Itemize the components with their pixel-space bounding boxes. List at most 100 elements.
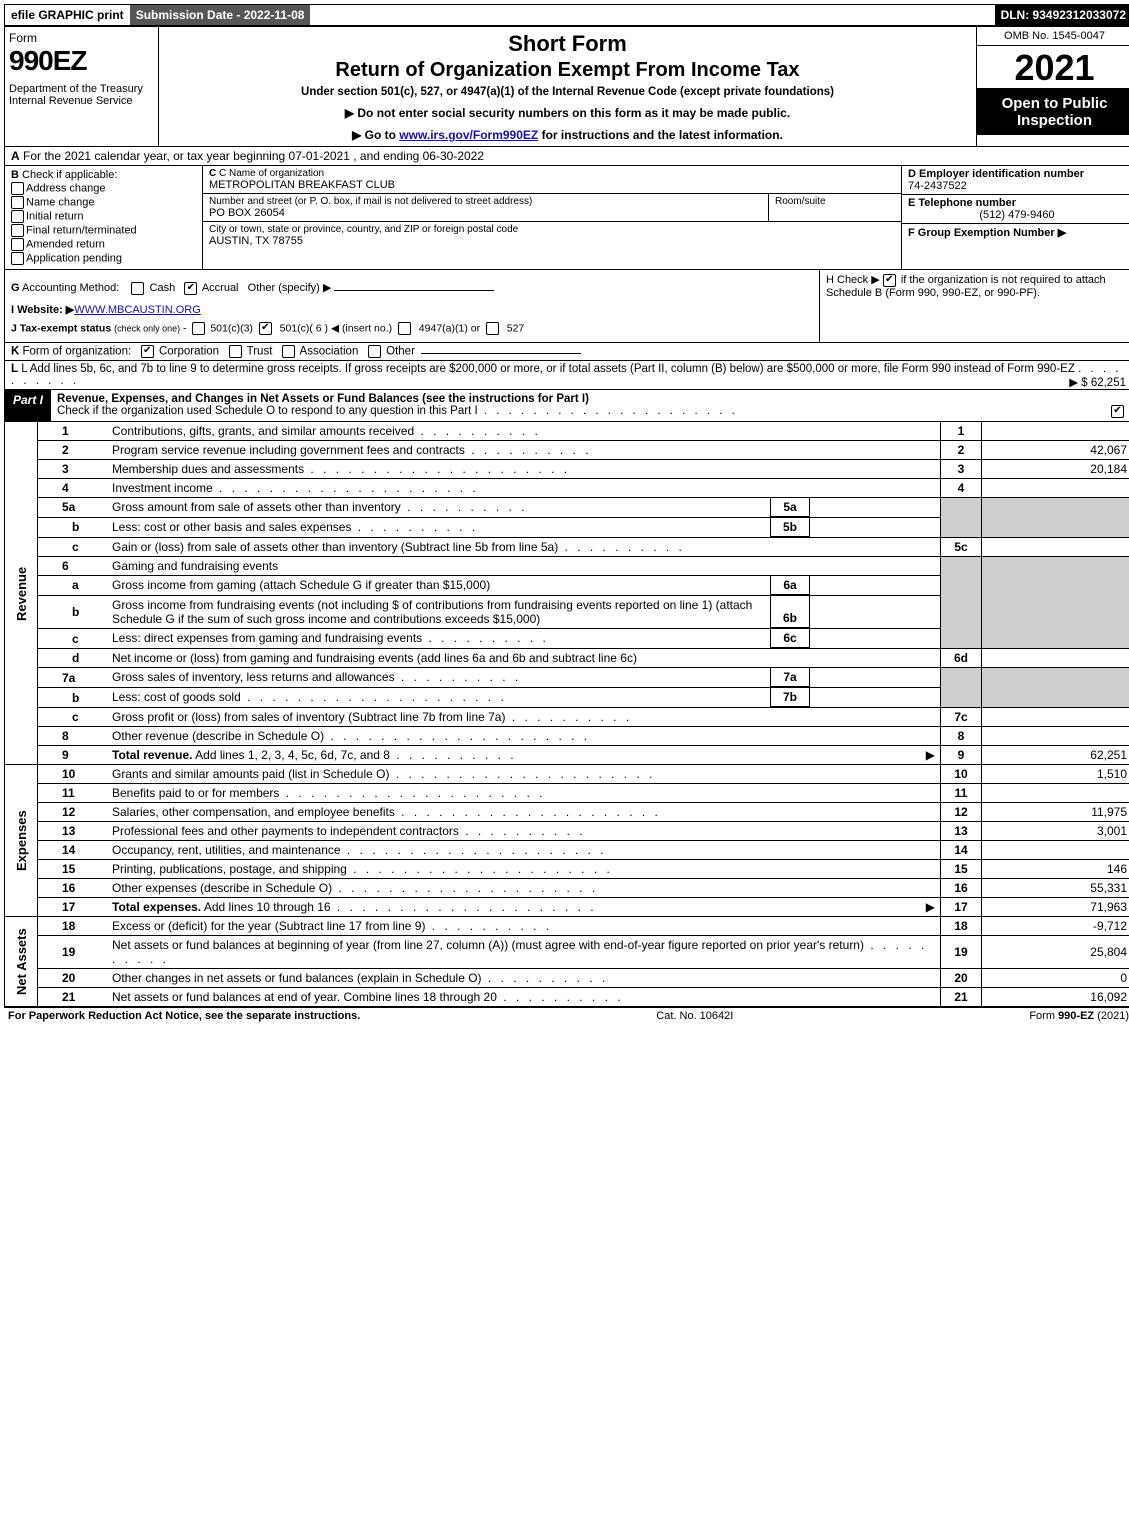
line-15-ref: 15 [941,860,982,879]
line-6c-num: c [38,629,108,649]
section-h: H Check ▶ ✔ if the organization is not r… [819,270,1129,342]
line-1-amt [982,422,1129,441]
line-18-desc: Excess or (deficit) for the year (Subtra… [112,919,425,933]
h-checkbox[interactable]: ✔ [883,274,896,287]
section-gh: G Accounting Method: Cash ✔ Accrual Othe… [4,270,1129,343]
k-association[interactable] [282,345,295,358]
line-1-desc: Contributions, gifts, grants, and simila… [112,424,414,438]
irs-link[interactable]: www.irs.gov/Form990EZ [399,128,538,142]
section-k: K Form of organization: ✔ Corporation Tr… [4,343,1129,361]
line-14-desc: Occupancy, rent, utilities, and maintena… [112,843,341,857]
line-12-num: 12 [38,803,108,822]
form-label: Form [9,31,154,45]
section-a: A For the 2021 calendar year, or tax yea… [4,147,1129,166]
line-6b-num: b [38,595,108,629]
l-amount: ▶ $ 62,251 [1069,375,1126,389]
opt-amended-return[interactable]: Amended return [11,238,196,251]
line-12-ref: 12 [941,803,982,822]
d-label: D Employer identification number [908,168,1084,180]
line-14-ref: 14 [941,841,982,860]
line-7a-num: 7a [38,668,108,688]
line-19-amt: 25,804 [982,936,1129,969]
tax-year: 2021 [977,46,1129,88]
line-14-amt [982,841,1129,860]
line-7b-num: b [38,688,108,708]
line-5c-num: c [38,537,108,556]
f-label: F Group Exemption Number [908,227,1055,239]
line-15-num: 15 [38,860,108,879]
opt-address-change[interactable]: Address change [11,182,196,195]
instr-post: for instructions and the latest informat… [538,128,783,142]
line-8-num: 8 [38,727,108,746]
line-6-desc: Gaming and fundraising events [107,556,941,575]
opt-final-return[interactable]: Final return/terminated [11,224,196,237]
line-7a-desc: Gross sales of inventory, less returns a… [112,670,395,684]
c-label: C Name of organization [219,168,324,179]
top-bar: efile GRAPHIC print Submission Date - 20… [4,4,1129,27]
line-16-num: 16 [38,879,108,898]
efile-label[interactable]: efile GRAPHIC print [5,5,130,25]
line-12-desc: Salaries, other compensation, and employ… [112,805,395,819]
line-3-amt: 20,184 [982,459,1129,478]
opt-application-pending[interactable]: Application pending [11,252,196,265]
ein: 74-2437522 [908,180,1126,192]
f-arrow-icon: ▶ [1058,227,1066,239]
side-revenue: Revenue [5,422,38,765]
instr-pre: ▶ Go to [352,128,399,142]
opt-initial-return[interactable]: Initial return [11,210,196,223]
line-11-num: 11 [38,784,108,803]
k-trust[interactable] [229,345,242,358]
line-6d-num: d [38,649,108,668]
opt-name-change[interactable]: Name change [11,196,196,209]
line-6a-desc: Gross income from gaming (attach Schedul… [112,578,490,592]
b-label: Check if applicable: [22,169,117,181]
line-7b-miniref: 7b [771,688,810,707]
section-def: D Employer identification number 74-2437… [901,166,1129,269]
ssn-warning: ▶ Do not enter social security numbers o… [163,106,972,120]
addr1-label: Number and street (or P. O. box, if mail… [209,196,762,207]
line-21-amt: 16,092 [982,988,1129,1007]
line-21-num: 21 [38,988,108,1007]
footer: For Paperwork Reduction Act Notice, see … [4,1007,1129,1024]
website-link[interactable]: WWW.MBCAUSTIN.ORG [74,304,201,316]
line-6b-miniref: 6b [771,596,810,628]
line-6c-miniref: 6c [771,629,810,648]
line-13-amt: 3,001 [982,822,1129,841]
line-2-ref: 2 [941,440,982,459]
line-7b-desc: Less: cost of goods sold [112,690,241,704]
b-lead: B [11,169,19,181]
line-15-desc: Printing, publications, postage, and shi… [112,862,347,876]
k-corporation[interactable]: ✔ [141,345,154,358]
line-21-ref: 21 [941,988,982,1007]
k-other[interactable] [368,345,381,358]
a-text: For the 2021 calendar year, or tax year … [23,149,484,163]
line-17-amt: 71,963 [982,898,1129,917]
department: Department of the Treasury Internal Reve… [9,83,154,107]
line-10-ref: 10 [941,765,982,784]
section-c: C C Name of organization METROPOLITAN BR… [203,166,901,269]
line-6a-miniref: 6a [771,576,810,595]
line-17-ref: 17 [941,898,982,917]
line-5c-ref: 5c [941,537,982,556]
line-13-num: 13 [38,822,108,841]
line-10-amt: 1,510 [982,765,1129,784]
addr1-val: PO BOX 26054 [209,207,762,219]
part-1-checkbox[interactable]: ✔ [1111,405,1124,418]
line-3-num: 3 [38,459,108,478]
line-7c-num: c [38,708,108,727]
line-3-desc: Membership dues and assessments [112,462,304,476]
line-4-num: 4 [38,478,108,497]
omb-number: OMB No. 1545-0047 [977,27,1129,46]
line-7a-miniref: 7a [771,668,810,687]
line-4-amt [982,478,1129,497]
line-11-amt [982,784,1129,803]
line-11-ref: 11 [941,784,982,803]
line-10-num: 10 [38,765,108,784]
dln: DLN: 93492312033072 [995,5,1129,25]
line-17-num: 17 [38,898,108,917]
a-lead: A [11,149,20,163]
line-20-amt: 0 [982,969,1129,988]
submission-date: Submission Date - 2022-11-08 [130,5,311,25]
line-9-num: 9 [38,746,108,765]
line-19-num: 19 [38,936,108,969]
